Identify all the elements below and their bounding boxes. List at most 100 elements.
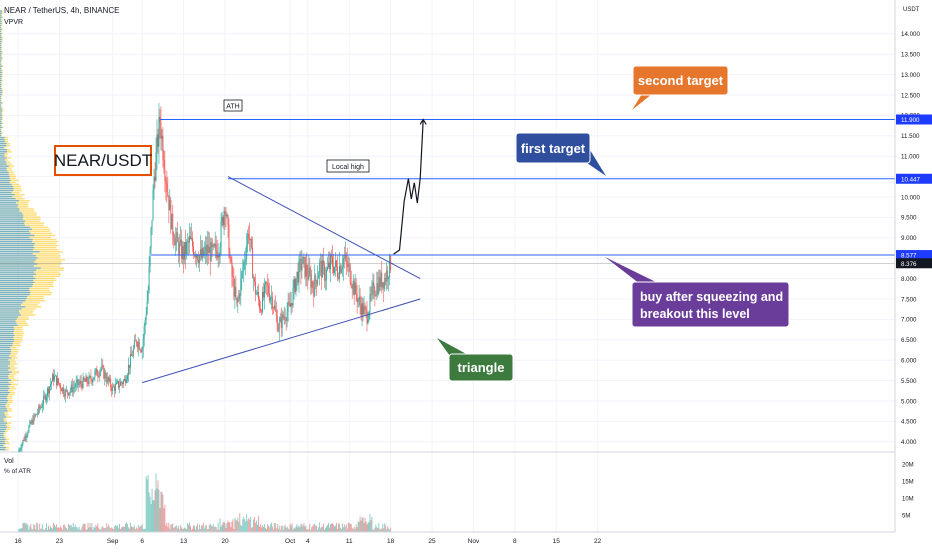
volume-bar <box>216 529 218 532</box>
callout-second-target[interactable]: second target <box>632 65 729 110</box>
candle-body <box>202 247 204 256</box>
price-badge <box>896 258 932 269</box>
pair-label: NEAR/USDT <box>54 151 152 170</box>
profile-bar-up <box>0 402 7 404</box>
projected-arrowhead <box>419 118 427 125</box>
volume-bar <box>125 522 127 532</box>
volume-bar <box>260 524 261 532</box>
volume-bar <box>112 528 114 532</box>
volume-bar <box>270 522 272 532</box>
volume-bar <box>325 527 327 532</box>
volume-bar <box>182 528 184 532</box>
candle-body <box>365 307 367 310</box>
callout-buy[interactable]: buy after squeezing and breakout this le… <box>605 257 790 328</box>
candle-body <box>338 265 340 279</box>
volume-bar <box>57 527 59 532</box>
candle-body <box>266 283 268 286</box>
volume-bar <box>213 526 215 532</box>
profile-bar-up <box>0 397 8 400</box>
volume-bar <box>88 527 90 532</box>
candle-body <box>316 280 318 285</box>
volume-title[interactable]: Vol <box>4 458 14 465</box>
callout-triangle[interactable]: triangle <box>437 338 514 382</box>
candle-body <box>106 379 108 383</box>
profile-bar-up <box>0 218 23 220</box>
candle-body <box>23 439 25 441</box>
volume-bars <box>18 473 392 532</box>
candle-body <box>348 264 350 265</box>
profile-bar-up <box>0 91 2 94</box>
profile-bar-up <box>0 353 11 355</box>
volume-bar <box>186 529 188 532</box>
candle-body <box>46 396 48 401</box>
indicator-label[interactable]: VPVR <box>4 19 23 26</box>
profile-bar-up <box>0 16 2 18</box>
candle-body <box>138 342 140 350</box>
volume-bar <box>103 528 105 532</box>
candle-body <box>63 394 65 397</box>
profile-bar-up <box>0 261 35 263</box>
candle-body <box>238 293 240 300</box>
profile-bar-up <box>0 216 24 218</box>
profile-bar-up <box>0 304 21 306</box>
candle-body <box>216 250 218 258</box>
volume-bar <box>87 522 89 532</box>
candle-body <box>297 271 299 283</box>
profile-bar-up <box>0 283 33 286</box>
candle-body <box>91 379 93 383</box>
candle-body <box>347 264 349 268</box>
symbol-title[interactable]: NEAR / TetherUS, 4h, BINANCE <box>4 6 119 15</box>
profile-bar-up <box>0 232 31 235</box>
profile-bar-up <box>0 12 3 14</box>
price-tick-label: 8.000 <box>901 276 917 283</box>
volume-bar <box>59 526 61 532</box>
profile-bar-up <box>0 285 33 288</box>
candle-body <box>222 217 224 226</box>
candle-body <box>300 259 302 271</box>
price-tick-label: 5.500 <box>901 378 917 385</box>
candle-body <box>61 387 63 392</box>
candle-body <box>126 375 128 380</box>
candle-body <box>240 278 242 296</box>
candle-body <box>131 355 133 357</box>
volume-bar <box>101 527 103 532</box>
time-tick-label: 25 <box>428 538 436 545</box>
volume-bar <box>128 528 130 532</box>
candle-body <box>250 238 252 240</box>
profile-bar-up <box>0 361 10 363</box>
candle-body <box>307 275 309 280</box>
price-tick-label: 6.500 <box>901 337 917 344</box>
candle-body <box>232 276 234 278</box>
candle-body <box>253 277 255 279</box>
profile-bar-up <box>0 430 5 432</box>
candle-body <box>97 375 99 377</box>
profile-bar-up <box>0 224 25 226</box>
candle-body <box>212 244 214 248</box>
volume-bar <box>18 528 20 532</box>
candle-body <box>112 386 114 391</box>
volume-bar <box>238 522 240 532</box>
volume-bar <box>192 528 193 532</box>
volume-bar <box>121 527 122 532</box>
volume-bar <box>220 526 222 532</box>
volume-bar <box>120 528 121 532</box>
volume-bar <box>252 526 254 532</box>
callout-first-target[interactable]: first target <box>515 132 606 176</box>
candle-body <box>199 249 201 256</box>
candle-body <box>284 316 286 321</box>
candle-body <box>196 254 198 260</box>
volume-bar <box>255 522 257 532</box>
volume-bar <box>349 523 351 532</box>
profile-bar-up <box>0 151 8 153</box>
candle-body <box>53 374 54 381</box>
volume-bar <box>36 522 38 532</box>
profile-bar-up <box>0 77 2 80</box>
candle-body <box>272 308 274 309</box>
volume-bar <box>265 529 267 532</box>
price-tick-label: 13.000 <box>901 72 920 79</box>
candle-body <box>59 384 61 389</box>
candle-body <box>311 281 313 288</box>
volume-bar <box>281 525 283 532</box>
